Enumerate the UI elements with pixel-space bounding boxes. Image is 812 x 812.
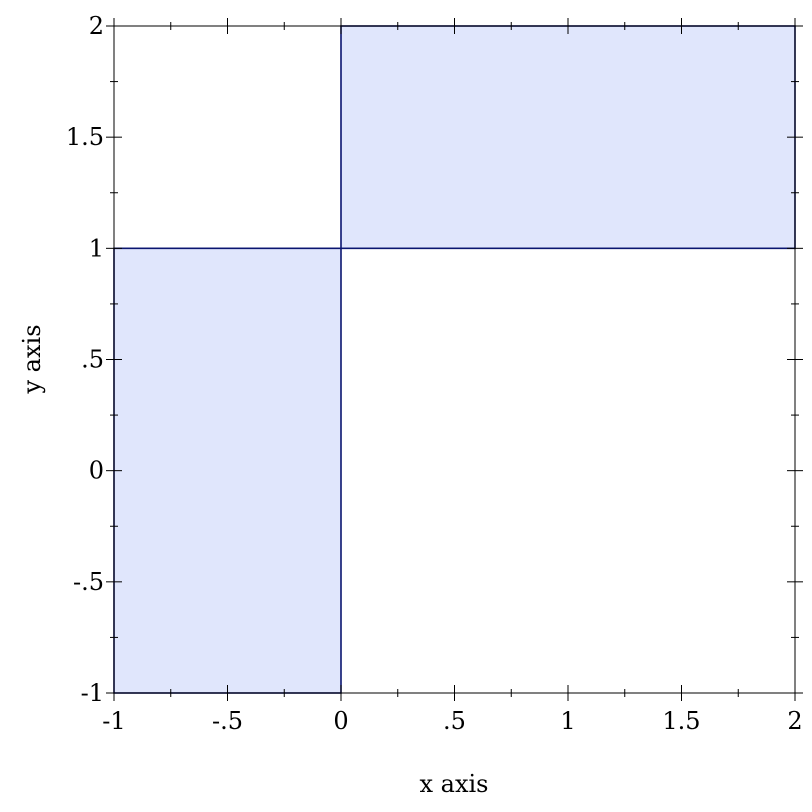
- y-tick-label: 1.5: [66, 123, 104, 151]
- x-tick-label: 2: [787, 707, 802, 735]
- x-tick-label: -1: [102, 707, 125, 735]
- rectangles-layer: [113, 25, 796, 694]
- y-tick-label: 1: [89, 234, 104, 262]
- y-tick-label: -.5: [73, 568, 104, 596]
- x-tick-label: 1.5: [662, 707, 700, 735]
- rectangle-1: [113, 247, 342, 694]
- rectangle-2: [340, 25, 796, 250]
- y-tick-label: 2: [89, 12, 104, 40]
- ticks-layer: [106, 18, 803, 701]
- x-axis-title: x axis: [420, 770, 489, 798]
- x-tick-label: 1: [560, 707, 575, 735]
- y-tick-label: 0: [89, 457, 104, 485]
- x-tick-label: -.5: [212, 707, 243, 735]
- x-tick-label: .5: [443, 707, 466, 735]
- y-tick-label: -1: [81, 679, 104, 707]
- x-tick-label: 0: [333, 707, 348, 735]
- y-axis-title: y axis: [18, 324, 46, 394]
- tick-labels-layer: -1 -.5 0 .5 1 1.5 2 -1 -.5 0 .5 1 1.5 2: [66, 12, 803, 735]
- y-tick-label: .5: [81, 346, 104, 374]
